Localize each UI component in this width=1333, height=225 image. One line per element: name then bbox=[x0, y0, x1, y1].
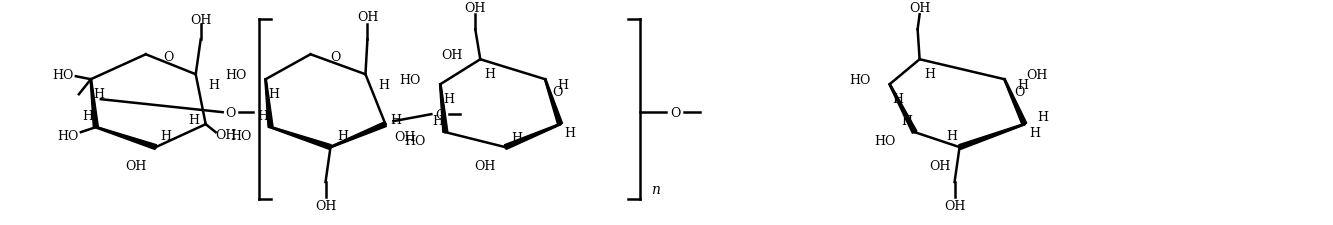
Text: H: H bbox=[1037, 110, 1048, 123]
Polygon shape bbox=[440, 85, 448, 133]
Polygon shape bbox=[889, 85, 917, 134]
Text: HO: HO bbox=[52, 68, 73, 81]
Text: H: H bbox=[160, 129, 171, 142]
Text: H: H bbox=[485, 68, 496, 80]
Text: O: O bbox=[225, 106, 236, 119]
Text: HO: HO bbox=[231, 129, 252, 142]
Text: O: O bbox=[669, 106, 680, 119]
Polygon shape bbox=[1004, 80, 1026, 126]
Text: H: H bbox=[565, 126, 576, 139]
Text: H: H bbox=[901, 114, 912, 127]
Text: H: H bbox=[391, 113, 401, 126]
Text: O: O bbox=[552, 85, 563, 98]
Text: OH: OH bbox=[1026, 68, 1048, 81]
Text: H: H bbox=[83, 109, 93, 122]
Text: n: n bbox=[651, 182, 660, 196]
Text: OH: OH bbox=[909, 2, 930, 15]
Polygon shape bbox=[958, 124, 1025, 150]
Polygon shape bbox=[271, 127, 332, 150]
Text: OH: OH bbox=[929, 159, 950, 172]
Polygon shape bbox=[91, 80, 99, 128]
Text: OH: OH bbox=[191, 14, 212, 27]
Text: H: H bbox=[892, 92, 904, 105]
Text: H: H bbox=[432, 114, 443, 127]
Text: HO: HO bbox=[57, 129, 79, 142]
Text: H: H bbox=[337, 129, 348, 142]
Polygon shape bbox=[544, 80, 563, 125]
Text: HO: HO bbox=[225, 68, 247, 81]
Text: OH: OH bbox=[944, 199, 965, 212]
Text: OH: OH bbox=[465, 2, 487, 15]
Polygon shape bbox=[265, 80, 273, 128]
Text: OH: OH bbox=[357, 11, 379, 24]
Text: H: H bbox=[188, 113, 199, 126]
Text: HO: HO bbox=[874, 134, 896, 147]
Text: OH: OH bbox=[125, 159, 147, 172]
Text: O: O bbox=[164, 51, 173, 63]
Text: H: H bbox=[257, 109, 268, 122]
Text: HO: HO bbox=[400, 73, 421, 86]
Text: O: O bbox=[435, 108, 445, 121]
Polygon shape bbox=[504, 124, 560, 150]
Polygon shape bbox=[96, 127, 156, 150]
Text: OH: OH bbox=[395, 130, 416, 143]
Text: O: O bbox=[1014, 85, 1025, 98]
Text: H: H bbox=[1017, 78, 1028, 91]
Text: H: H bbox=[379, 78, 389, 91]
Text: H: H bbox=[208, 78, 219, 91]
Polygon shape bbox=[331, 122, 387, 148]
Text: H: H bbox=[512, 131, 523, 144]
Text: OH: OH bbox=[315, 199, 336, 212]
Text: H: H bbox=[1029, 126, 1040, 139]
Text: H: H bbox=[93, 87, 104, 100]
Text: HO: HO bbox=[405, 134, 427, 147]
Text: H: H bbox=[946, 129, 957, 142]
Text: H: H bbox=[268, 87, 279, 100]
Text: H: H bbox=[557, 78, 569, 91]
Text: O: O bbox=[331, 51, 341, 63]
Text: H: H bbox=[443, 92, 453, 105]
Text: HO: HO bbox=[849, 73, 870, 86]
Text: OH: OH bbox=[441, 49, 463, 61]
Text: H: H bbox=[924, 68, 936, 80]
Text: OH: OH bbox=[215, 128, 236, 141]
Text: OH: OH bbox=[475, 159, 496, 172]
